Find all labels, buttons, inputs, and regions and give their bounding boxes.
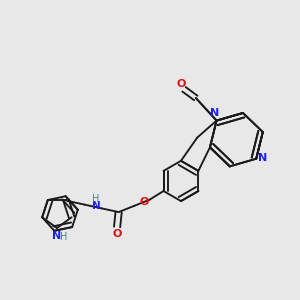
Text: H: H: [92, 194, 100, 204]
Text: N: N: [92, 201, 100, 211]
Text: N: N: [258, 153, 268, 163]
Text: H: H: [60, 232, 68, 242]
Text: O: O: [139, 197, 149, 207]
Text: N: N: [52, 231, 62, 241]
Text: O: O: [112, 229, 122, 239]
Text: O: O: [176, 79, 186, 89]
Text: N: N: [210, 109, 220, 118]
